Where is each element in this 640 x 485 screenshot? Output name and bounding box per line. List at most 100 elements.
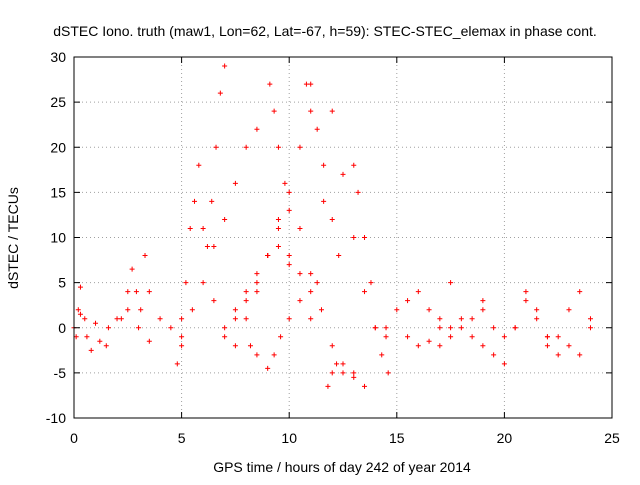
data-point [491,352,497,358]
data-point [286,316,292,322]
data-point [243,289,249,295]
data-point [362,289,368,295]
data-point [179,334,185,340]
data-point [282,180,288,186]
data-point [222,63,228,69]
data-point [566,307,572,313]
data-point [125,289,131,295]
data-point [222,334,228,340]
data-point [362,383,368,389]
data-point [271,352,277,358]
data-point [458,316,464,322]
y-tick-label: 5 [58,275,66,291]
data-point [534,316,540,322]
data-point [114,316,120,322]
data-point [448,334,454,340]
data-point [480,298,486,304]
data-point [544,334,550,340]
data-point [179,316,185,322]
data-point [329,216,335,222]
data-point [217,90,223,96]
data-point [577,352,583,358]
data-point [458,325,464,331]
x-tick-label: 0 [70,430,78,446]
y-tick-label: 0 [58,320,66,336]
data-point [577,289,583,295]
data-point [329,370,335,376]
data-point [179,343,185,349]
data-point [82,316,88,322]
data-point [587,316,593,322]
data-point [383,325,389,331]
data-point [501,361,507,367]
data-point [415,289,421,295]
x-tick-label: 15 [389,430,405,446]
data-point [275,225,281,231]
y-tick-label: 15 [50,184,66,200]
x-tick-label: 25 [604,430,620,446]
data-point [329,108,335,114]
data-point [297,271,303,277]
y-axis: -10 -5 0 5 10 15 20 25 30 [46,49,612,426]
data-point [189,307,195,313]
data-point [243,144,249,150]
data-point [308,289,314,295]
data-point [297,225,303,231]
data-point [275,144,281,150]
data-point [321,162,327,168]
data-point [491,325,497,331]
data-point [501,334,507,340]
data-point [383,334,389,340]
data-point [308,316,314,322]
data-point [146,289,152,295]
x-axis-title: GPS time / hours of day 242 of year 2014 [213,459,471,475]
data-point [303,81,309,87]
data-point [351,370,357,376]
data-point [84,334,90,340]
data-point [318,307,324,313]
data-point [136,325,142,331]
data-point [368,280,374,286]
data-point [211,298,217,304]
data-point [209,198,215,204]
y-tick-label: 10 [50,230,66,246]
data-point [204,244,210,250]
data-point [379,352,385,358]
data-point [336,253,342,259]
data-point [146,338,152,344]
data-point [340,370,346,376]
data-point [183,280,189,286]
data-point [118,316,124,322]
data-point [308,81,314,87]
chart-title: dSTEC Iono. truth (maw1, Lon=62, Lat=-67… [53,23,597,39]
data-point [405,334,411,340]
data-point [200,225,206,231]
y-tick-label: 20 [50,139,66,155]
data-point [77,284,83,290]
data-point [222,216,228,222]
data-point [297,298,303,304]
data-point [88,347,94,353]
x-tick-label: 5 [178,430,186,446]
data-point [254,280,260,286]
data-point [426,338,432,344]
data-point [174,361,180,367]
data-point [286,207,292,213]
data-point [329,343,335,349]
data-point [168,325,174,331]
data-point [77,311,83,317]
data-point [271,108,277,114]
data-point [340,171,346,177]
data-points [71,63,593,389]
data-point [587,325,593,331]
y-axis-title: dSTEC / TECUs [5,187,21,289]
data-point [275,244,281,250]
data-point [314,126,320,132]
x-axis: 0 5 10 15 20 25 [70,57,620,446]
data-point [437,325,443,331]
data-point [448,280,454,286]
data-point [321,198,327,204]
data-point [103,343,109,349]
data-point [254,271,260,277]
